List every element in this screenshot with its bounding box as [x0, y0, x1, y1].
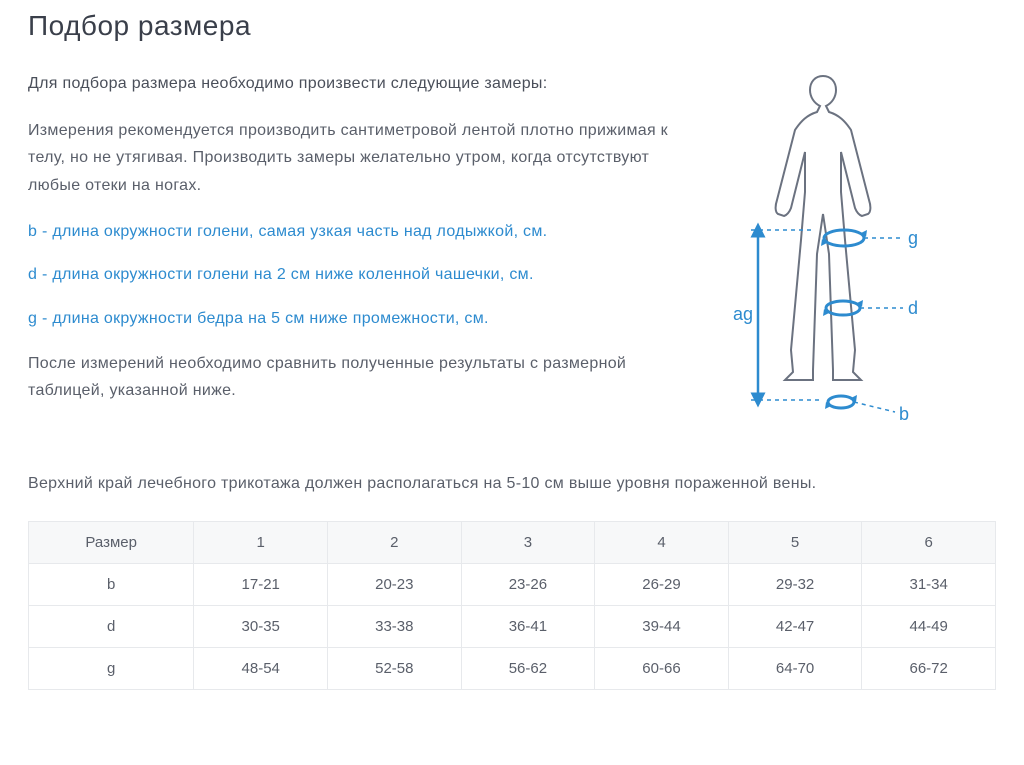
- content-top: Для подбора размера необходимо произвест…: [28, 70, 996, 450]
- table-header-cell: 5: [728, 522, 862, 564]
- table-header-cell: Размер: [29, 522, 194, 564]
- diagram-label-ag: ag: [733, 304, 753, 324]
- table-cell: 33-38: [328, 606, 462, 648]
- definition-g-text: - длина окружности бедра на 5 см ниже пр…: [37, 310, 489, 327]
- table-cell: g: [29, 648, 194, 690]
- table-cell: 31-34: [862, 564, 996, 606]
- content-left: Для подбора размера необходимо произвест…: [28, 70, 668, 450]
- diagram-label-d: d: [908, 298, 918, 318]
- final-note-text: Верхний край лечебного трикотажа должен …: [28, 470, 996, 497]
- table-cell: d: [29, 606, 194, 648]
- definition-b: b - длина окружности голени, самая узкая…: [28, 219, 668, 245]
- table-cell: 66-72: [862, 648, 996, 690]
- table-cell: 56-62: [461, 648, 595, 690]
- table-cell: 39-44: [595, 606, 729, 648]
- definition-g: g - длина окружности бедра на 5 см ниже …: [28, 306, 668, 332]
- table-cell: b: [29, 564, 194, 606]
- intro-text: Для подбора размера необходимо произвест…: [28, 70, 668, 97]
- size-table: Размер 1 2 3 4 5 6 b 17-21 20-23 23-26 2…: [28, 521, 996, 690]
- table-header-row: Размер 1 2 3 4 5 6: [29, 522, 996, 564]
- diagram-label-b: b: [899, 404, 909, 424]
- table-cell: 36-41: [461, 606, 595, 648]
- definition-b-text: - длина окружности голени, самая узкая ч…: [37, 223, 547, 240]
- definition-g-letter: g: [28, 310, 37, 327]
- table-row: d 30-35 33-38 36-41 39-44 42-47 44-49: [29, 606, 996, 648]
- table-cell: 52-58: [328, 648, 462, 690]
- table-row: g 48-54 52-58 56-62 60-66 64-70 66-72: [29, 648, 996, 690]
- table-cell: 42-47: [728, 606, 862, 648]
- table-cell: 48-54: [194, 648, 328, 690]
- table-cell: 30-35: [194, 606, 328, 648]
- table-cell: 44-49: [862, 606, 996, 648]
- definition-d-text: - длина окружности голени на 2 см ниже к…: [37, 266, 534, 283]
- table-cell: 29-32: [728, 564, 862, 606]
- definition-d: d - длина окружности голени на 2 см ниже…: [28, 262, 668, 288]
- table-cell: 23-26: [461, 564, 595, 606]
- diagram-container: ag g d b: [698, 70, 948, 450]
- table-cell: 26-29: [595, 564, 729, 606]
- table-row: b 17-21 20-23 23-26 26-29 29-32 31-34: [29, 564, 996, 606]
- table-header-cell: 3: [461, 522, 595, 564]
- table-header-cell: 1: [194, 522, 328, 564]
- table-cell: 64-70: [728, 648, 862, 690]
- table-cell: 20-23: [328, 564, 462, 606]
- table-header-cell: 2: [328, 522, 462, 564]
- definition-b-letter: b: [28, 223, 37, 240]
- table-cell: 60-66: [595, 648, 729, 690]
- diagram-label-g: g: [908, 228, 918, 248]
- table-header-cell: 4: [595, 522, 729, 564]
- after-measurement-text: После измерений необходимо сравнить полу…: [28, 350, 668, 404]
- definition-d-letter: d: [28, 266, 37, 283]
- body-diagram: ag g d b: [703, 70, 943, 450]
- instructions-text: Измерения рекомендуется производить сант…: [28, 117, 668, 199]
- page-title: Подбор размера: [28, 10, 996, 42]
- table-cell: 17-21: [194, 564, 328, 606]
- table-header-cell: 6: [862, 522, 996, 564]
